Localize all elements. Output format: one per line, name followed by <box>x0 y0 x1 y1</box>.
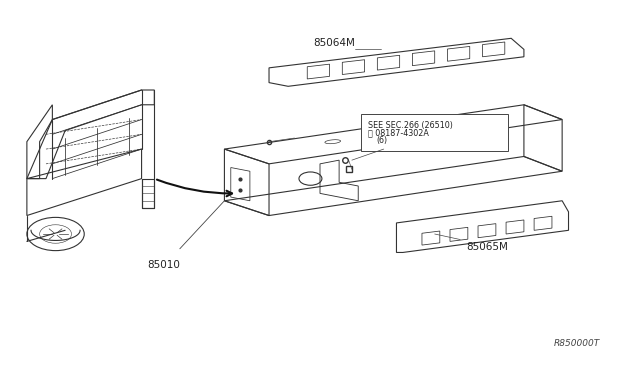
Text: Ⓑ 08187-4302A: Ⓑ 08187-4302A <box>368 129 429 138</box>
Text: (6): (6) <box>376 136 387 145</box>
FancyBboxPatch shape <box>362 114 508 151</box>
Text: 85010: 85010 <box>147 260 180 270</box>
Text: 85065M: 85065M <box>467 242 508 252</box>
Text: 85064M: 85064M <box>313 38 355 48</box>
Text: R850000T: R850000T <box>554 340 600 349</box>
Text: SEE SEC.266 (26510): SEE SEC.266 (26510) <box>368 121 452 131</box>
